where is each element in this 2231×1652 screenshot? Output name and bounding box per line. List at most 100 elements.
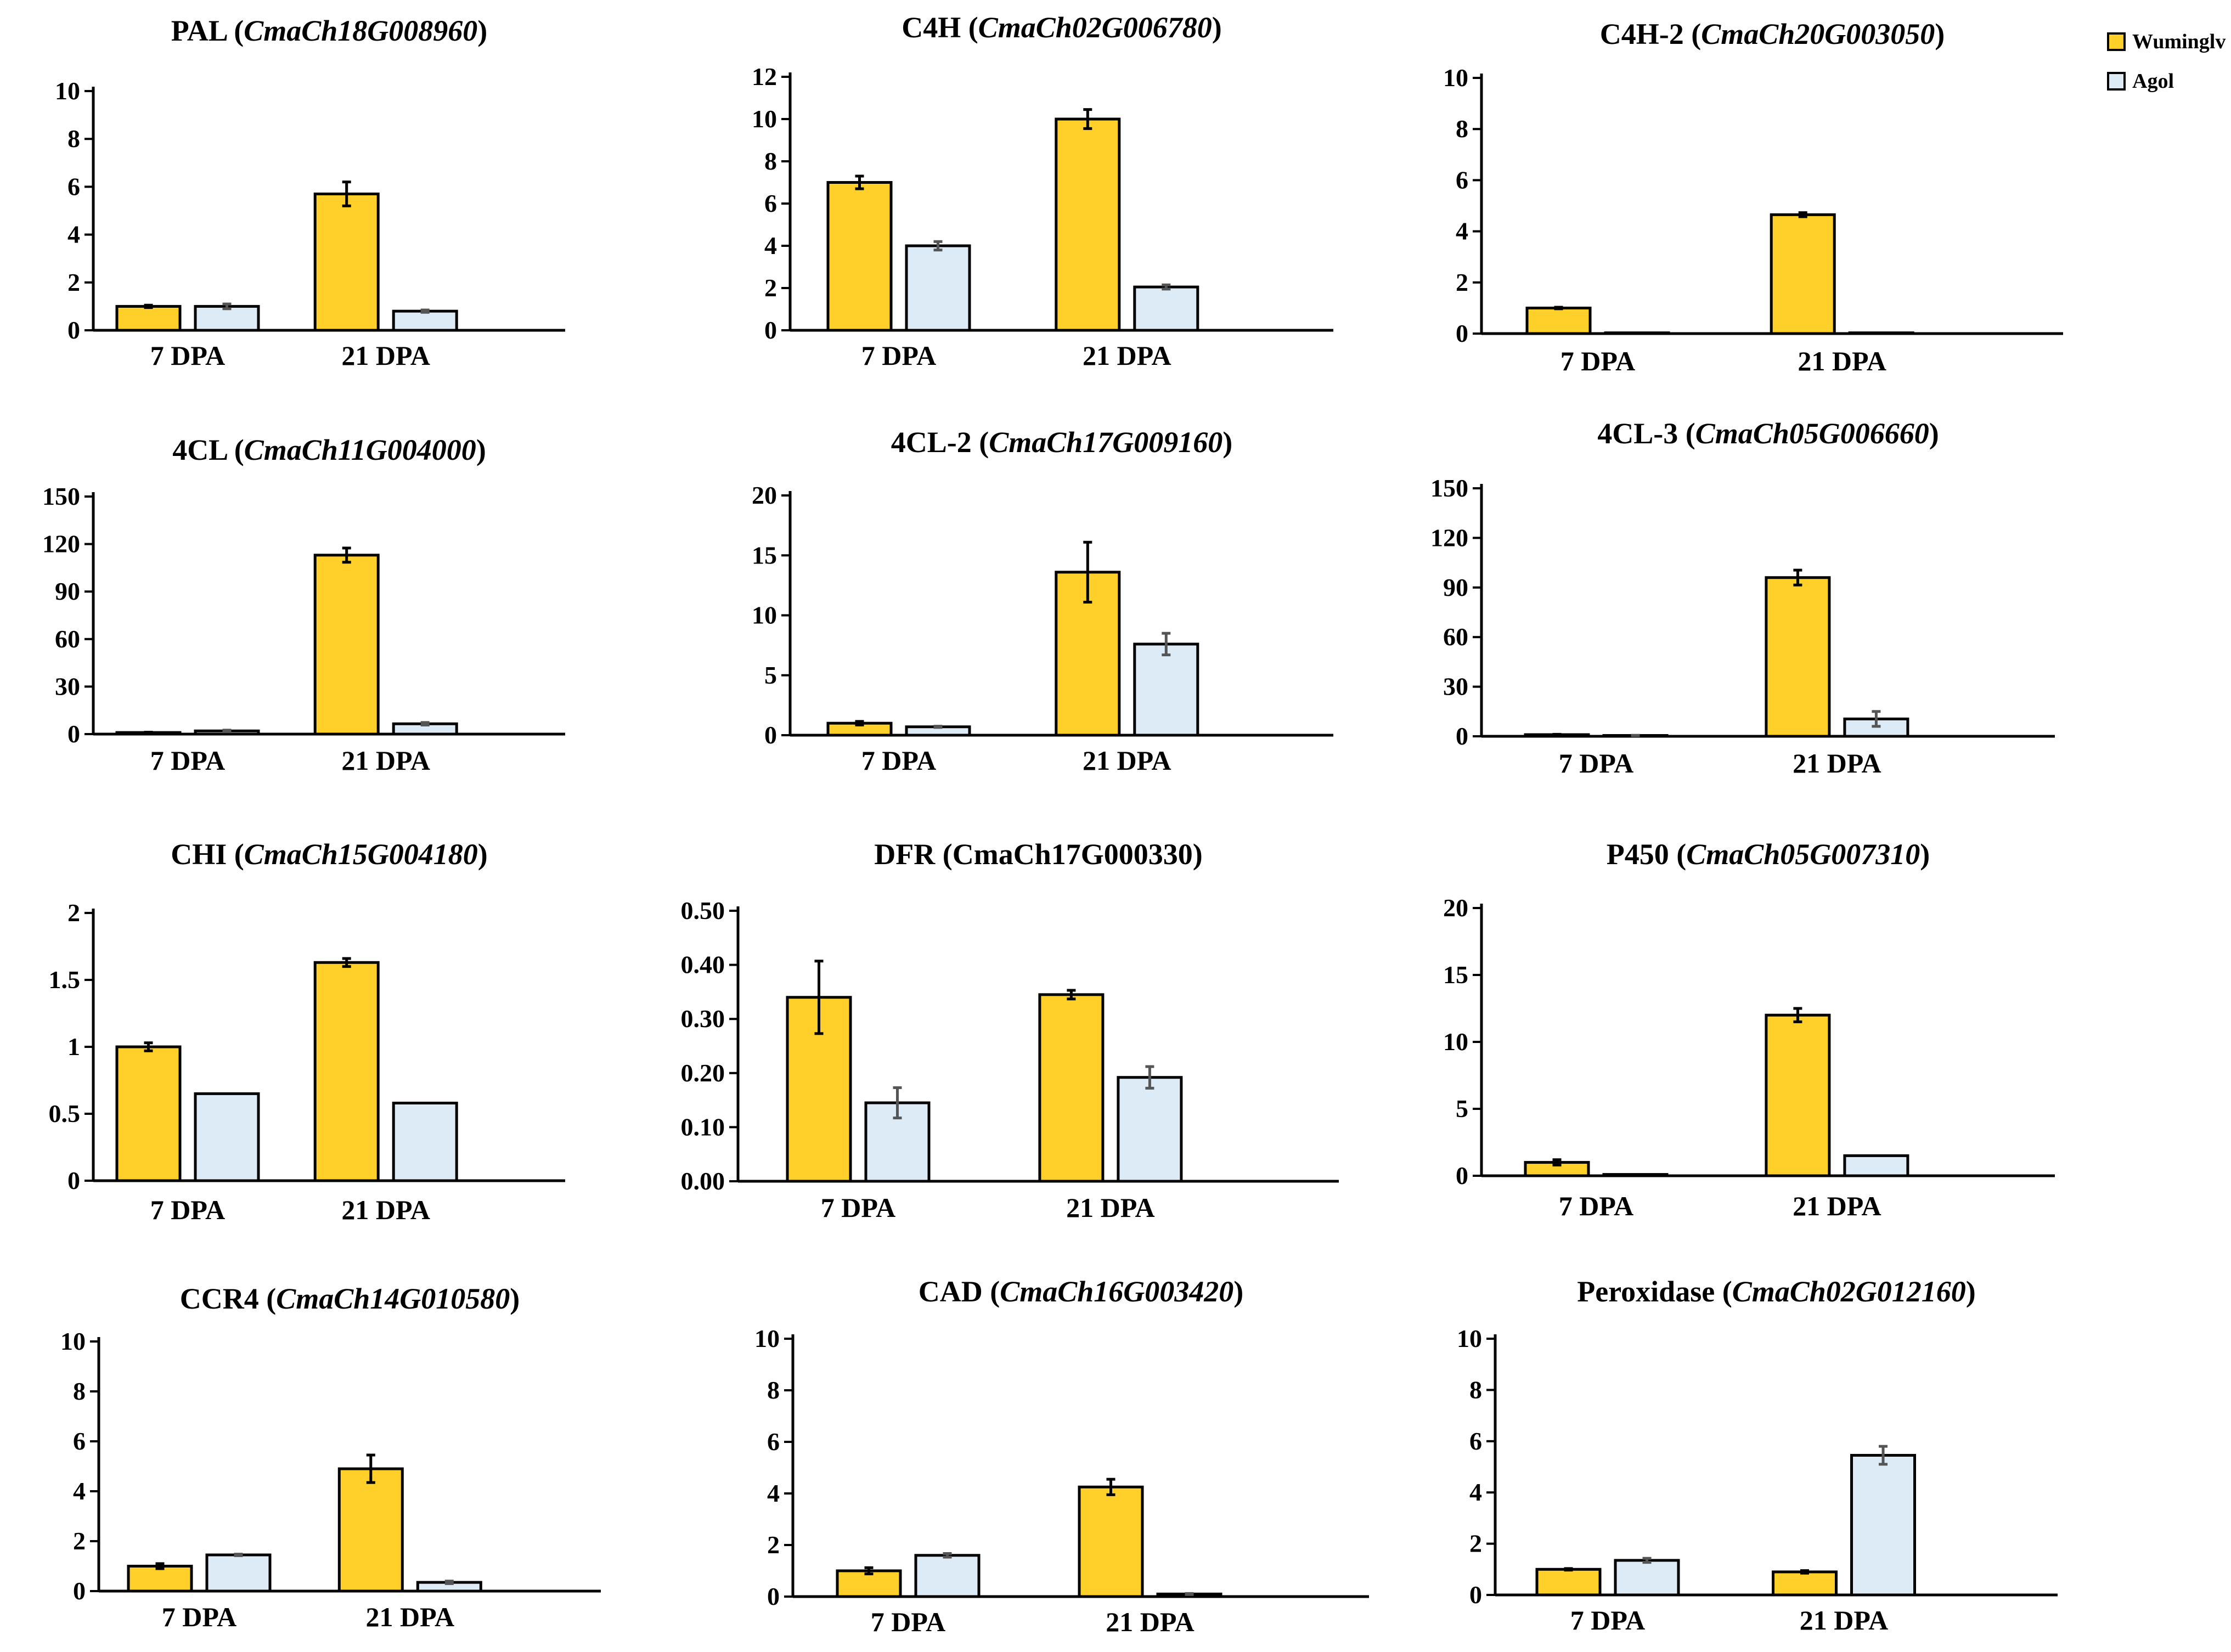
chart-title: CCR4 (CmaCh14G010580)	[180, 1282, 520, 1315]
chart-title-close: )	[1920, 838, 1930, 871]
y-tick-label: 20	[752, 481, 777, 509]
y-tick-label: 6	[73, 1427, 86, 1455]
chart-title-close: )	[1935, 18, 1945, 50]
bar-agol-21-dpa	[1843, 1154, 1909, 1177]
y-tick-label: 1	[67, 1033, 80, 1061]
chart-title: Peroxidase (CmaCh02G012160)	[1577, 1275, 1976, 1308]
y-tick-label: 0	[1469, 1581, 1482, 1609]
y-tick-label: 10	[1443, 1028, 1468, 1056]
chart-title-gene: C4H-2 (	[1600, 18, 1701, 50]
y-tick-label: 0.00	[681, 1167, 725, 1195]
bar-agol-21-dpa	[1848, 331, 1914, 335]
chart-title-gene-id: CmaCh20G003050	[1701, 18, 1935, 50]
bar-wuminglv-21-dpa	[1772, 1570, 1838, 1597]
y-tick-label: 6	[767, 1428, 780, 1456]
x-category-label: 7 DPA	[861, 340, 937, 371]
chart-title-close: )	[1233, 1275, 1243, 1308]
chart-title: CAD (CmaCh16G003420)	[919, 1275, 1244, 1308]
bar-agol-7-dpa	[194, 305, 260, 332]
y-tick-label: 30	[1443, 673, 1468, 701]
bar-agol-7-dpa	[194, 1092, 260, 1182]
x-category-label: 7 DPA	[1559, 1191, 1634, 1221]
y-tick-label: 1.5	[49, 966, 81, 994]
y-tick-label: 10	[55, 77, 80, 105]
y-tick-label: 8	[764, 147, 777, 175]
y-tick-label: 2	[67, 899, 80, 927]
chart-panel-4cl-2: 4CL-2 (CmaCh17G009160) 0 5 10 15 20 7 DPA 21 DP…	[752, 426, 1333, 776]
chart-title: DFR (CmaCh17G000330)	[874, 838, 1202, 871]
y-tick-label: 0	[764, 721, 777, 749]
bar-wuminglv-7-dpa	[1535, 1568, 1602, 1597]
y-tick-label: 8	[67, 125, 80, 153]
y-tick-label: 10	[752, 601, 777, 629]
bar-wuminglv-21-dpa	[1765, 1013, 1831, 1177]
x-category-label: 21 DPA	[1800, 1605, 1889, 1636]
bar-agol-21-dpa	[1117, 1076, 1183, 1183]
bar-agol-21-dpa	[1133, 642, 1199, 737]
chart-title-gene-id: CmaCh02G012160	[1732, 1275, 1966, 1308]
chart-title-gene-id: CmaCh11G004000	[244, 433, 476, 466]
bar-wuminglv-7-dpa	[115, 305, 182, 332]
chart-title-close: )	[1929, 417, 1939, 450]
x-category-label: 7 DPA	[150, 745, 226, 776]
y-tick-label: 0.50	[681, 897, 725, 924]
bar-wuminglv-21-dpa	[313, 961, 380, 1182]
chart-title-gene-id: CmaCh05G007310	[1686, 838, 1920, 871]
legend-item-agol: Agol	[2107, 61, 2228, 101]
chart-title-gene: 4CL-3 (	[1597, 417, 1695, 450]
y-tick-label: 0	[67, 1166, 80, 1194]
chart-title-gene: DFR (	[874, 838, 952, 871]
legend: Wuminglv Agol	[2107, 22, 2228, 101]
y-tick-label: 2	[73, 1527, 86, 1555]
bar-wuminglv-21-dpa	[1078, 1485, 1144, 1598]
chart-title-gene: CCR4 (	[180, 1282, 276, 1315]
y-tick-label: 60	[55, 625, 80, 653]
chart-title-gene-id: CmaCh02G006780	[978, 11, 1212, 44]
chart-title-gene-id: CmaCh18G008960	[244, 14, 477, 47]
x-category-label: 7 DPA	[1559, 748, 1634, 779]
x-category-label: 21 DPA	[341, 1194, 430, 1225]
y-tick-label: 30	[55, 672, 80, 700]
chart-title-gene-id: CmaCh05G006660	[1695, 417, 1929, 450]
chart-title-gene-id: CmaCh16G003420	[1000, 1275, 1233, 1308]
y-tick-label: 0	[767, 1582, 780, 1610]
bar-wuminglv-21-dpa	[1770, 213, 1836, 335]
x-category-label: 21 DPA	[1083, 745, 1171, 776]
chart-title-gene: P450 (	[1607, 838, 1686, 871]
chart-panel-dfr: DFR (CmaCh17G000330) 0.00 0.10 0.20 0.30 0.40…	[681, 838, 1339, 1223]
y-tick-label: 10	[1443, 64, 1468, 92]
chart-panel-ccr4: CCR4 (CmaCh14G010580) 0 2 4 6 8 10 7 DPA 21 DPA	[60, 1282, 601, 1632]
chart-panel-p450: P450 (CmaCh05G007310) 0 5 10 15 20 7 DPA 21 DPA	[1443, 838, 2055, 1221]
y-tick-label: 8	[1469, 1375, 1482, 1403]
legend-swatch-agol	[2107, 72, 2126, 91]
bar-agol-21-dpa	[1133, 285, 1199, 332]
x-category-label: 7 DPA	[150, 340, 226, 371]
bar-agol-21-dpa	[392, 1101, 458, 1182]
y-tick-label: 2	[767, 1531, 780, 1559]
y-tick-label: 60	[1443, 623, 1468, 651]
chart-title: P450 (CmaCh05G007310)	[1607, 838, 1930, 871]
y-tick-label: 120	[1430, 523, 1468, 551]
chart-title-close: )	[476, 433, 486, 466]
chart-title-close: )	[477, 14, 487, 47]
y-tick-label: 5	[764, 661, 777, 689]
bar-wuminglv-21-dpa	[1765, 576, 1831, 738]
chart-title: 4CL-2 (CmaCh17G009160)	[891, 426, 1233, 459]
chart-title: PAL (CmaCh18G008960)	[171, 14, 488, 47]
y-tick-label: 0	[67, 316, 80, 344]
x-category-label: 7 DPA	[1560, 346, 1636, 376]
y-tick-label: 20	[1443, 894, 1468, 922]
y-tick-label: 0.10	[681, 1113, 725, 1141]
x-category-label: 7 DPA	[821, 1192, 896, 1223]
y-tick-label: 0.40	[681, 951, 725, 979]
bar-agol-7-dpa	[905, 244, 971, 332]
bar-agol-7-dpa	[1602, 1173, 1669, 1177]
y-tick-label: 2	[1456, 268, 1468, 296]
y-tick-label: 0	[1456, 722, 1468, 750]
y-tick-label: 4	[764, 232, 777, 260]
chart-title: C4H-2 (CmaCh20G003050)	[1600, 18, 1945, 50]
y-tick-label: 0.30	[681, 1005, 725, 1033]
bar-wuminglv-7-dpa	[826, 181, 893, 332]
y-tick-label: 15	[752, 541, 777, 569]
